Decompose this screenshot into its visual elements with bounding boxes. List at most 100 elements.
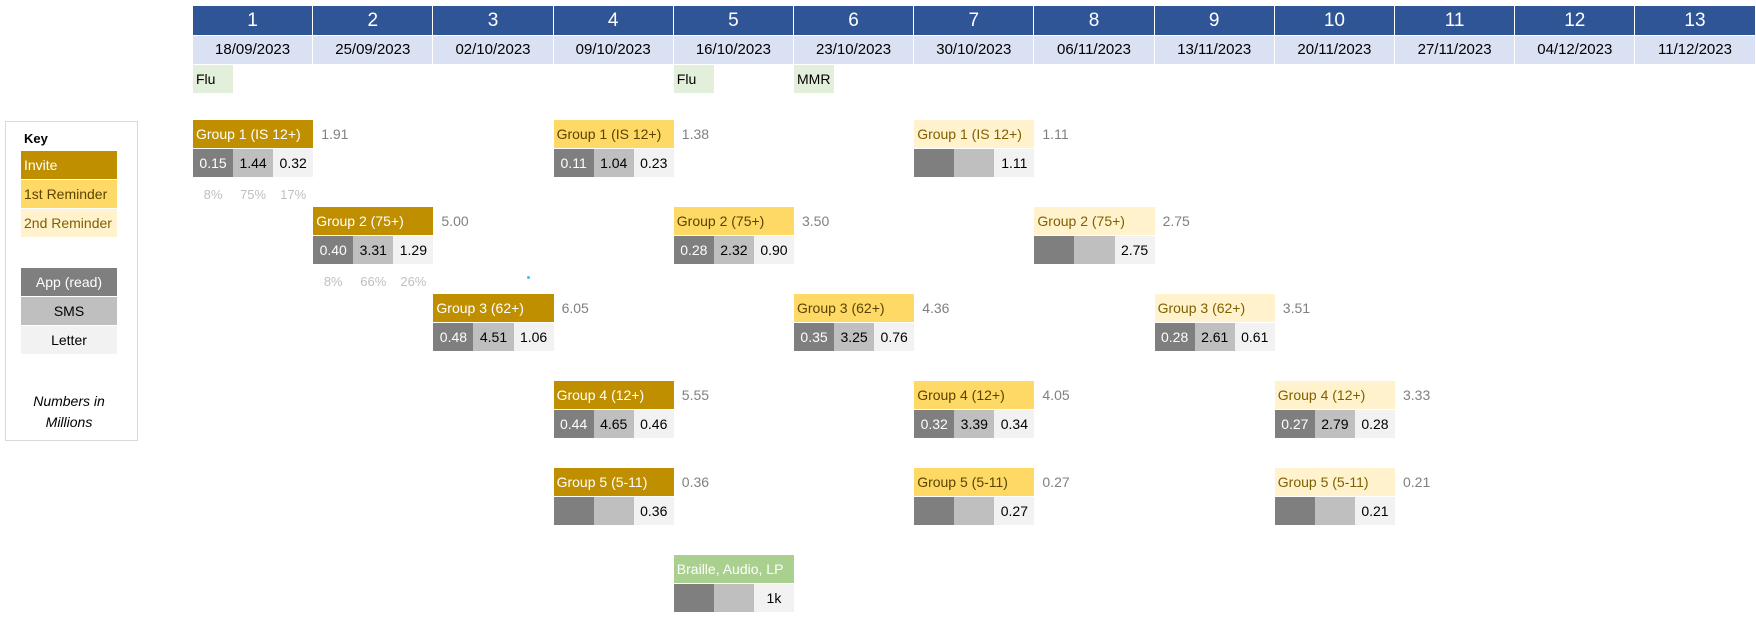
week-date-header: 18/09/2023 bbox=[193, 36, 313, 64]
week-date-header: 27/11/2023 bbox=[1395, 36, 1515, 64]
app-read-count bbox=[914, 149, 954, 177]
app-read-count: 0.40 bbox=[313, 236, 353, 264]
vaccine-marker: Flu bbox=[193, 65, 233, 93]
week-number-header[interactable]: 2 bbox=[313, 6, 433, 35]
app-read-count bbox=[674, 584, 714, 612]
second-reminder-block-title[interactable]: Group 5 (5-11) bbox=[1275, 468, 1395, 496]
week-number-header[interactable]: 13 bbox=[1635, 6, 1755, 35]
app-read-count: 0.11 bbox=[554, 149, 594, 177]
sms-count: 1.04 bbox=[594, 149, 634, 177]
letter-count: 1.29 bbox=[393, 236, 433, 264]
block-total: 5.55 bbox=[682, 381, 709, 409]
app-read-count bbox=[1275, 497, 1315, 525]
week-number-header[interactable]: 3 bbox=[433, 6, 553, 35]
week-date-header: 02/10/2023 bbox=[433, 36, 553, 64]
letter-count: 2.75 bbox=[1115, 236, 1155, 264]
sms-count bbox=[954, 149, 994, 177]
first-reminder-block-title[interactable]: Group 4 (12+) bbox=[914, 381, 1034, 409]
week-number-header[interactable]: 5 bbox=[674, 6, 794, 35]
week-number-header[interactable]: 12 bbox=[1515, 6, 1635, 35]
second-reminder-block-title[interactable]: Group 1 (IS 12+) bbox=[914, 120, 1034, 148]
app-read-count: 0.15 bbox=[193, 149, 233, 177]
week-date-header: 25/09/2023 bbox=[313, 36, 433, 64]
week-number-header[interactable]: 4 bbox=[554, 6, 674, 35]
week-number-header[interactable]: 6 bbox=[794, 6, 914, 35]
letter-count: 0.76 bbox=[874, 323, 914, 351]
channel-percentage: 8% bbox=[193, 185, 233, 205]
block-total: 3.51 bbox=[1283, 294, 1310, 322]
letter-count: 0.90 bbox=[754, 236, 794, 264]
invite-block-title[interactable]: Group 2 (75+) bbox=[313, 207, 433, 235]
block-total: 2.75 bbox=[1163, 207, 1190, 235]
first-reminder-block-title[interactable]: Group 1 (IS 12+) bbox=[554, 120, 674, 148]
app-read-count bbox=[554, 497, 594, 525]
app-read-count: 0.44 bbox=[554, 410, 594, 438]
letter-count: 0.36 bbox=[634, 497, 674, 525]
braille-audio-lp-block-title[interactable]: Braille, Audio, LP bbox=[674, 555, 794, 583]
key-channel-app: App (read) bbox=[21, 268, 117, 296]
week-date-header: 06/11/2023 bbox=[1034, 36, 1154, 64]
vaccine-marker: Flu bbox=[674, 65, 714, 93]
block-total: 0.21 bbox=[1403, 468, 1430, 496]
week-date-header: 09/10/2023 bbox=[554, 36, 674, 64]
block-total: 0.27 bbox=[1042, 468, 1069, 496]
app-read-count: 0.35 bbox=[794, 323, 834, 351]
block-total: 5.00 bbox=[441, 207, 468, 235]
week-number-header[interactable]: 10 bbox=[1275, 6, 1395, 35]
channel-percentage: 26% bbox=[393, 272, 433, 292]
block-total: 4.36 bbox=[922, 294, 949, 322]
block-total: 1.11 bbox=[1042, 120, 1068, 148]
letter-count: 0.61 bbox=[1235, 323, 1275, 351]
key-channel-sms: SMS bbox=[21, 297, 117, 325]
block-total: 3.33 bbox=[1403, 381, 1430, 409]
week-date-header: 16/10/2023 bbox=[674, 36, 794, 64]
week-date-header: 20/11/2023 bbox=[1275, 36, 1395, 64]
week-number-header[interactable]: 7 bbox=[914, 6, 1034, 35]
vaccine-marker: MMR bbox=[794, 65, 834, 93]
second-reminder-block-title[interactable]: Group 3 (62+) bbox=[1155, 294, 1275, 322]
key-stage-r2: 2nd Reminder bbox=[21, 209, 117, 237]
letter-count: 0.46 bbox=[634, 410, 674, 438]
invite-block-title[interactable]: Group 3 (62+) bbox=[433, 294, 553, 322]
key-channel-let: Letter bbox=[21, 326, 117, 354]
week-number-header[interactable]: 8 bbox=[1034, 6, 1154, 35]
second-reminder-block-title[interactable]: Group 2 (75+) bbox=[1034, 207, 1154, 235]
week-date-header: 23/10/2023 bbox=[794, 36, 914, 64]
letter-count: 0.21 bbox=[1355, 497, 1395, 525]
invite-block-title[interactable]: Group 4 (12+) bbox=[554, 381, 674, 409]
sms-count bbox=[1074, 236, 1114, 264]
key-stage-r1: 1st Reminder bbox=[21, 180, 117, 208]
week-date-header: 11/12/2023 bbox=[1635, 36, 1755, 64]
app-read-count bbox=[1034, 236, 1074, 264]
letter-count: 1.11 bbox=[994, 149, 1034, 177]
sms-count: 2.79 bbox=[1315, 410, 1355, 438]
app-read-count: 0.28 bbox=[1155, 323, 1195, 351]
letter-count: 0.27 bbox=[994, 497, 1034, 525]
sms-count: 3.39 bbox=[954, 410, 994, 438]
sms-count bbox=[954, 497, 994, 525]
app-read-count bbox=[914, 497, 954, 525]
week-number-header[interactable]: 1 bbox=[193, 6, 313, 35]
first-reminder-block-title[interactable]: Group 2 (75+) bbox=[674, 207, 794, 235]
sms-count: 3.25 bbox=[834, 323, 874, 351]
first-reminder-block-title[interactable]: Group 5 (5-11) bbox=[914, 468, 1034, 496]
key-title: Key bbox=[24, 131, 48, 146]
first-reminder-block-title[interactable]: Group 3 (62+) bbox=[794, 294, 914, 322]
week-number-header[interactable]: 9 bbox=[1155, 6, 1275, 35]
sms-count: 2.61 bbox=[1195, 323, 1235, 351]
second-reminder-block-title[interactable]: Group 4 (12+) bbox=[1275, 381, 1395, 409]
week-date-header: 30/10/2023 bbox=[914, 36, 1034, 64]
invite-block-title[interactable]: Group 1 (IS 12+) bbox=[193, 120, 313, 148]
channel-percentage: 8% bbox=[313, 272, 353, 292]
key-stage-invite: Invite bbox=[21, 151, 117, 179]
sms-count: 3.31 bbox=[353, 236, 393, 264]
week-number-header[interactable]: 11 bbox=[1395, 6, 1515, 35]
block-total: 4.05 bbox=[1042, 381, 1069, 409]
cursor-dot bbox=[527, 276, 530, 279]
channel-percentage: 66% bbox=[353, 272, 393, 292]
letter-count: 0.34 bbox=[994, 410, 1034, 438]
sms-count: 1.44 bbox=[233, 149, 273, 177]
block-total: 3.50 bbox=[802, 207, 829, 235]
block-total: 6.05 bbox=[562, 294, 589, 322]
invite-block-title[interactable]: Group 5 (5-11) bbox=[554, 468, 674, 496]
